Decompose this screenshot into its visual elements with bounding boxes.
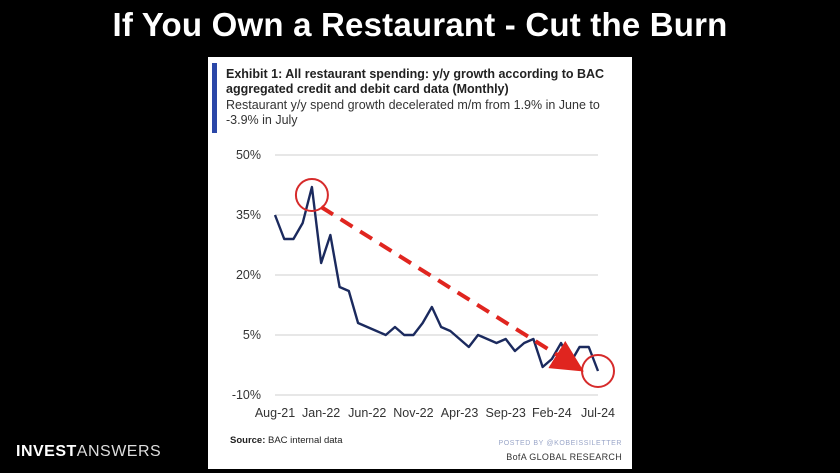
series-line — [273, 185, 600, 372]
x-tick-label: Feb-24 — [532, 406, 572, 420]
line-chart: 50% 35% 20% 5% -10% Aug-21 Jan-22 Jun-22 Nov-22… — [232, 148, 615, 420]
x-tick-label: Jun-22 — [348, 406, 386, 420]
brand-logo-bold: INVEST — [16, 443, 77, 460]
source-label: Source: — [230, 435, 266, 446]
x-tick-label: Aug-21 — [255, 406, 295, 420]
slide-title: If You Own a Restaurant - Cut the Burn — [112, 6, 728, 43]
brand-logo-light: ANSWERS — [76, 443, 162, 460]
y-tick-label: 5% — [243, 328, 261, 342]
source-note: Source: BAC internal data — [230, 435, 342, 446]
x-tick-label: Apr-23 — [441, 406, 479, 420]
exhibit-accent-bar — [212, 63, 217, 133]
source-text: BAC internal data — [265, 435, 343, 446]
y-tick-label: -10% — [232, 388, 261, 402]
publisher-label: BofA GLOBAL RESEARCH — [506, 452, 622, 462]
posted-by-watermark: POSTED BY @KOBEISSILETTER — [498, 440, 622, 447]
x-tick-label: Sep-23 — [486, 406, 526, 420]
trend-arrow — [320, 205, 584, 372]
exhibit-panel: Exhibit 1: All restaurant spending: y/y … — [208, 57, 632, 469]
x-tick-label: Jul-24 — [581, 406, 615, 420]
y-tick-label: 20% — [236, 268, 261, 282]
x-tick-label: Jan-22 — [302, 406, 340, 420]
y-tick-label: 35% — [236, 208, 261, 222]
brand-logo: INVESTANSWERS — [16, 443, 161, 461]
x-tick-label: Nov-22 — [393, 406, 433, 420]
exhibit-subtitle: Restaurant y/y spend growth decelerated … — [226, 98, 600, 127]
y-tick-label: 50% — [236, 148, 261, 162]
highlight-circle — [294, 178, 329, 212]
exhibit-title: Exhibit 1: All restaurant spending: y/y … — [226, 67, 605, 96]
